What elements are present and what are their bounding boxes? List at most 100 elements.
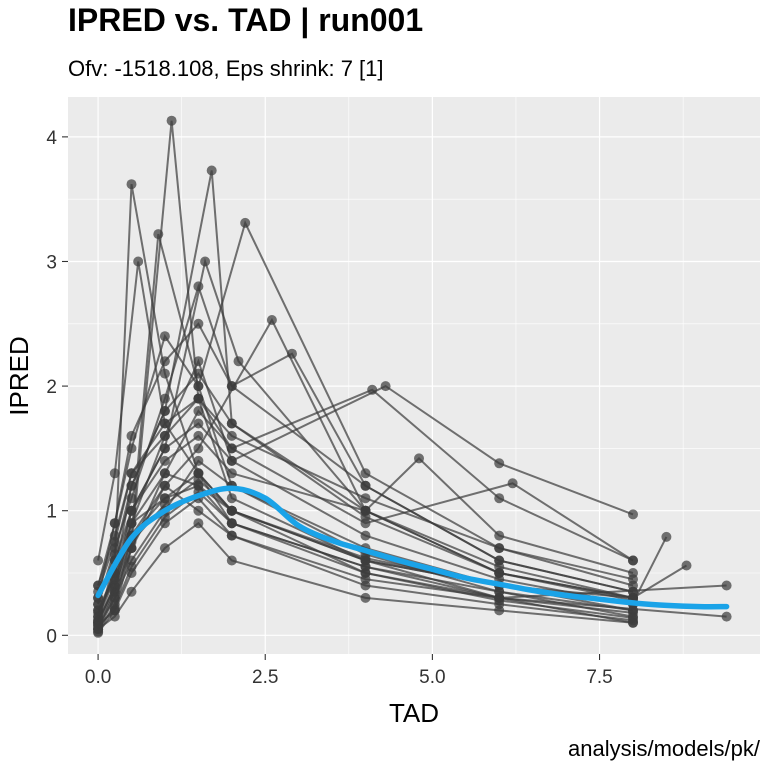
data-point	[193, 381, 204, 392]
data-point	[494, 543, 505, 554]
chart-title: IPRED vs. TAD | run001	[68, 2, 424, 38]
data-point	[507, 478, 518, 489]
data-point	[93, 599, 104, 610]
data-point	[109, 536, 120, 547]
data-point	[266, 315, 277, 325]
data-point	[193, 474, 204, 485]
y-tick-label: 1	[46, 502, 57, 523]
data-point	[681, 560, 692, 571]
data-point	[494, 458, 505, 469]
data-point	[193, 443, 204, 454]
data-point	[380, 381, 391, 392]
data-point	[159, 468, 170, 479]
data-point	[494, 595, 505, 606]
data-point	[166, 115, 177, 126]
data-point	[360, 480, 371, 491]
x-axis-title: TAD	[389, 698, 439, 728]
data-point	[661, 531, 672, 542]
data-point	[360, 530, 371, 541]
data-point	[109, 583, 120, 593]
data-point	[159, 331, 170, 342]
data-point	[494, 568, 505, 578]
chart-subtitle: Ofv: -1518.108, Eps shrink: 7 [1]	[68, 56, 384, 81]
data-point	[240, 217, 251, 228]
data-point	[159, 480, 170, 491]
data-point	[494, 555, 505, 566]
data-point	[360, 493, 371, 504]
data-point	[360, 592, 371, 603]
data-point	[628, 574, 638, 585]
data-point	[233, 356, 244, 367]
y-tick-label: 3	[46, 252, 57, 273]
data-point	[126, 518, 137, 529]
data-point	[226, 430, 237, 441]
data-point	[414, 453, 424, 464]
data-point	[159, 443, 170, 454]
minor-gridlines	[68, 97, 760, 654]
data-point	[93, 555, 104, 566]
data-point	[193, 406, 204, 416]
data-point	[494, 493, 505, 504]
data-point	[159, 393, 170, 404]
data-point	[226, 530, 237, 541]
data-point	[721, 611, 732, 622]
x-tick-label: 2.5	[252, 667, 278, 688]
data-point	[226, 555, 237, 566]
data-point	[360, 568, 371, 578]
data-point	[721, 580, 732, 591]
smooth-trend	[95, 485, 730, 610]
data-point	[126, 430, 137, 441]
data-point	[226, 455, 237, 466]
data-point	[226, 443, 237, 454]
data-point	[133, 256, 144, 267]
y-tick-label: 4	[46, 128, 57, 149]
data-point	[628, 586, 638, 597]
data-point	[226, 468, 237, 479]
x-tick-label: 5.0	[419, 667, 445, 688]
data-point	[93, 615, 104, 626]
data-point	[360, 468, 371, 479]
data-point	[159, 406, 170, 416]
data-point	[494, 530, 505, 541]
data-point	[628, 555, 638, 566]
model-path-caption: analysis/models/pk/	[568, 736, 760, 761]
smooth-line	[95, 485, 730, 610]
data-point	[109, 518, 120, 529]
data-point	[287, 348, 297, 359]
data-point	[159, 455, 170, 466]
axes: 0.0 2.5 5.0 7.5 0 1 2 3 4	[46, 128, 612, 688]
individual-profile	[93, 518, 638, 635]
data-point	[193, 430, 204, 441]
data-point	[360, 580, 371, 591]
data-point	[193, 318, 204, 329]
observation-series	[93, 115, 732, 638]
data-point	[159, 543, 170, 554]
data-point	[153, 229, 164, 240]
data-point	[126, 468, 137, 479]
data-point	[226, 518, 237, 529]
data-point	[159, 368, 170, 379]
individual-profile	[93, 393, 638, 597]
data-point	[628, 605, 638, 616]
data-point	[226, 505, 237, 516]
data-point	[193, 368, 204, 379]
data-point	[360, 553, 371, 564]
major-gridlines	[68, 97, 760, 654]
data-point	[226, 381, 237, 392]
data-point	[109, 468, 120, 479]
data-point	[126, 586, 137, 597]
data-point	[628, 612, 638, 623]
data-point	[193, 505, 204, 516]
data-point	[200, 256, 211, 267]
x-tick-label: 7.5	[586, 667, 612, 688]
y-tick-label: 2	[46, 377, 57, 398]
data-point	[126, 179, 137, 190]
data-point	[126, 561, 137, 572]
data-point	[226, 418, 237, 429]
y-tick-label: 0	[46, 626, 57, 647]
data-point	[126, 505, 137, 516]
data-point	[226, 493, 237, 504]
data-point	[193, 393, 204, 404]
data-point	[93, 622, 104, 633]
